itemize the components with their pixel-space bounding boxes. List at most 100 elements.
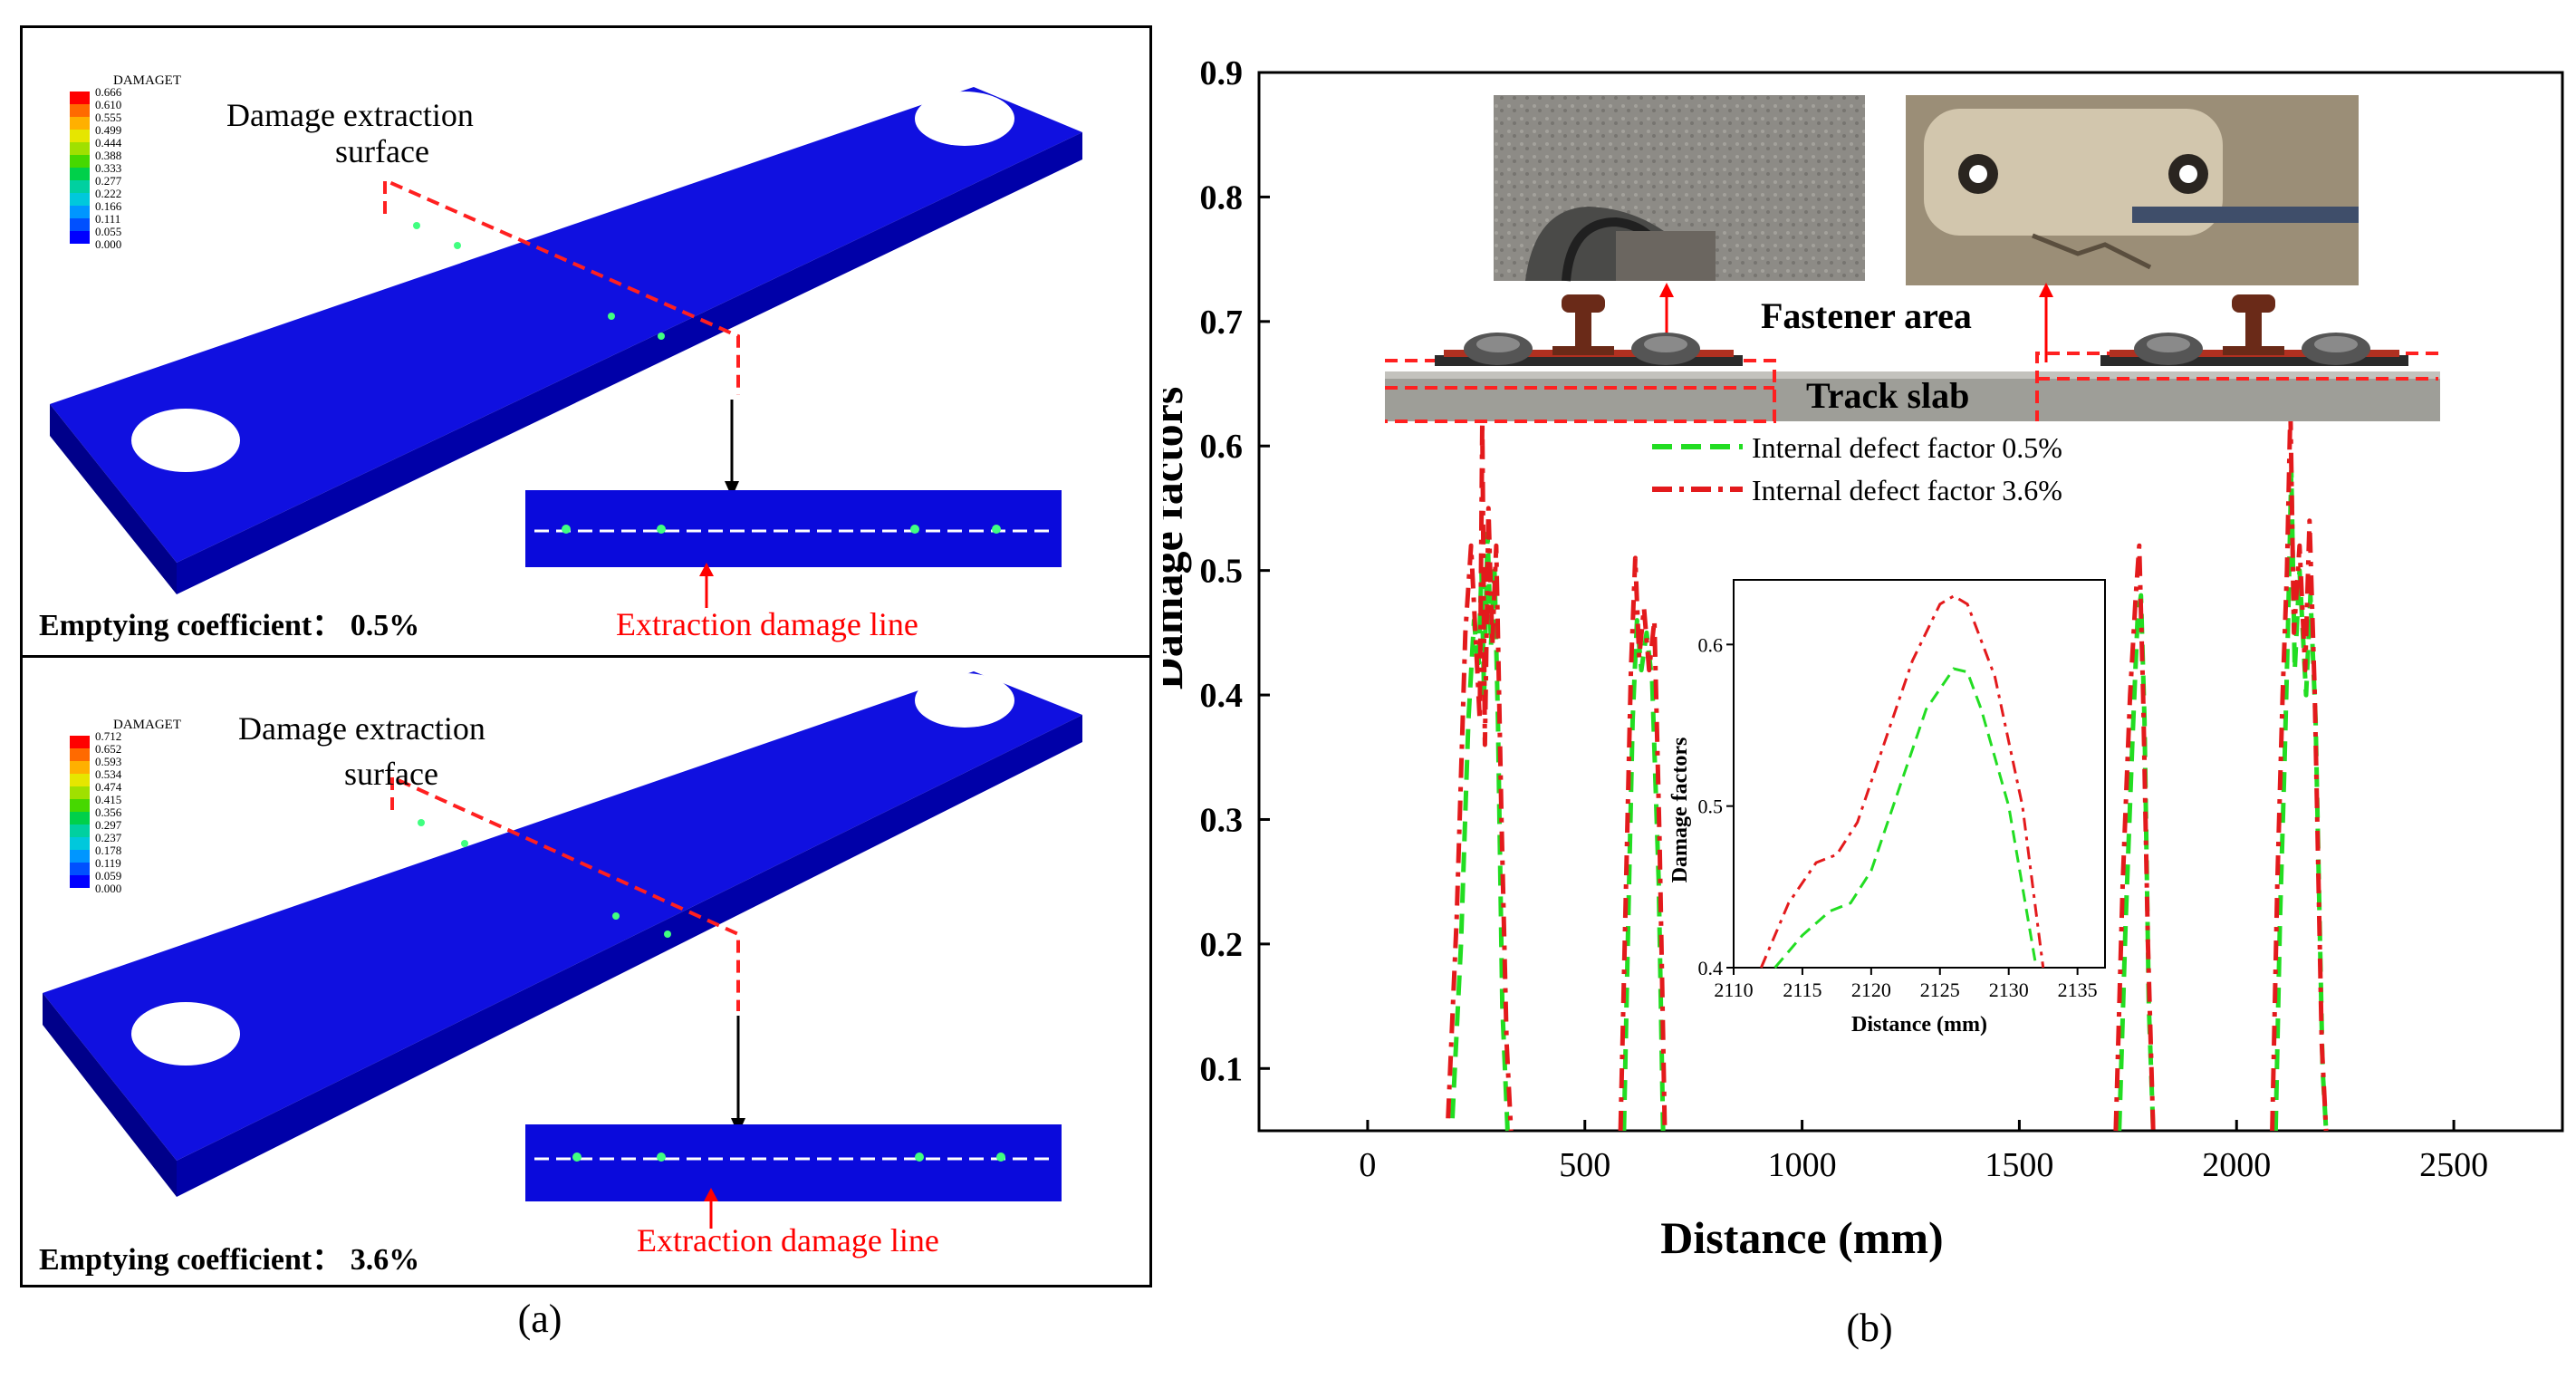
- surface-label: Damage extraction: [226, 97, 474, 133]
- damage-spots: [413, 222, 665, 340]
- legend-value: 0.166: [95, 199, 122, 213]
- legend-value: 0.000: [95, 237, 121, 251]
- legend-swatch: [70, 812, 90, 825]
- legend-value: 0.652: [95, 742, 121, 756]
- track-slab-schematic: Track slab: [1385, 294, 2440, 423]
- legend-value: 0.119: [95, 856, 121, 870]
- legend-swatch: [70, 206, 90, 218]
- slab-top-face: [43, 671, 1082, 1161]
- y-tick-label: 0.9: [1200, 54, 1244, 92]
- inset-series-line-1: [1760, 594, 2045, 969]
- damage-model-top: DAMAGET 0.6660.6100.5550.4990.4440.3880.…: [39, 73, 1082, 642]
- legend-swatch: [70, 130, 90, 142]
- inset-y-tick-label: 0.6: [1698, 633, 1724, 656]
- legend-swatch: [70, 193, 90, 206]
- series-line-1: [1618, 555, 1668, 1132]
- x-tick-label: 2500: [2419, 1146, 2488, 1184]
- legend-value: 0.415: [95, 793, 121, 806]
- surface-label: surface: [344, 756, 438, 792]
- series-line-1: [1446, 419, 1514, 1132]
- legend-value: 0.388: [95, 149, 121, 162]
- legend-swatch: [70, 774, 90, 786]
- plot-frame: [1257, 71, 2564, 1133]
- legend-swatch: [70, 218, 90, 231]
- emptying-coefficient-label: Emptying coefficient： 3.6%: [39, 1243, 419, 1277]
- inset-x-tick-label: 2120: [1851, 979, 1891, 1001]
- legend-value: 0.297: [95, 818, 122, 832]
- series-line-0: [1621, 618, 1666, 1132]
- legend-value: 0.593: [95, 755, 121, 768]
- surface-label: surface: [335, 133, 429, 169]
- inset-x-axis-label: Distance (mm): [1851, 1013, 1987, 1037]
- legend-swatch: [70, 168, 90, 180]
- x-tick-label: 2000: [2202, 1146, 2271, 1184]
- panel-b-caption: (b): [1846, 1306, 1892, 1350]
- legend-colorbar: 0.6660.6100.5550.4990.4440.3880.3330.277…: [70, 85, 122, 251]
- legend-swatch: [70, 837, 90, 850]
- legend-swatch: [70, 786, 90, 799]
- slab-notch: [131, 409, 240, 472]
- y-tick-label: 0.7: [1200, 304, 1244, 342]
- y-tick-label: 0.3: [1200, 801, 1244, 839]
- inset-y-tick-label: 0.5: [1698, 796, 1724, 818]
- inset-x-tick-label: 2110: [1714, 979, 1753, 1001]
- legend-value: 0.178: [95, 844, 121, 857]
- y-tick-label: 0.4: [1200, 677, 1244, 715]
- inset-frame: [1733, 579, 2106, 969]
- emptying-coefficient-label: Emptying coefficient： 0.5%: [39, 609, 419, 642]
- legend-swatch: [70, 825, 90, 837]
- slab-side-face: [177, 715, 1082, 1197]
- legend-swatch: [70, 863, 90, 875]
- extraction-line-label: Extraction damage line: [616, 606, 918, 642]
- legend-colorbar: 0.7120.6520.5930.5340.4740.4150.3560.297…: [70, 729, 122, 895]
- slab-front-face: [43, 993, 177, 1197]
- legend-value: 0.222: [95, 187, 121, 200]
- legend-swatch: [70, 155, 90, 168]
- legend-value: 0.712: [95, 729, 121, 743]
- legend-value: 0.356: [95, 805, 122, 819]
- panel-a-bottom: DAMAGET 0.712 0.652 0.593 0.534 0.474 0.415 0.…: [20, 655, 1152, 1287]
- legend-value: 0.666: [95, 85, 122, 99]
- y-tick-label: 0.2: [1200, 926, 1244, 964]
- extraction-strip: [525, 490, 1062, 567]
- panel-b-chart: 0 500 1000 1500 2000 2500 0.1 0.2 0.3 0.4 0.5 0.6 0.…: [1163, 54, 2564, 1350]
- legend-swatch: [70, 104, 90, 117]
- panel-a-top: DAMAGET 0.666 0.610 0.555 0.499 0.444 0.388 0.…: [20, 25, 1152, 658]
- x-tick-label: 0: [1359, 1146, 1376, 1184]
- legend-swatch: [70, 761, 90, 774]
- legend-swatch: [70, 142, 90, 155]
- slab-front-face: [50, 404, 177, 594]
- legend-entry-0: Internal defect factor 0.5%: [1752, 431, 2062, 464]
- slab-notch: [915, 92, 1014, 146]
- main-chart: 0 500 1000 1500 2000 2500 0.1 0.2 0.3 0.4 0.5 0.6 0.…: [1163, 54, 2564, 1263]
- inset-series-line-0: [1773, 667, 2038, 969]
- legend-swatch: [70, 875, 90, 888]
- legend-title: DAMAGET: [113, 73, 181, 88]
- y-tick-label: 0.6: [1200, 428, 1244, 466]
- legend-swatch: [70, 799, 90, 812]
- surface-label: Damage extraction: [238, 710, 485, 747]
- series-line-1: [2270, 406, 2329, 1132]
- extraction-surface-outline: [383, 177, 740, 395]
- damage-spots: [418, 819, 671, 938]
- y-tick-label: 0.1: [1200, 1050, 1244, 1088]
- chart-legend: Internal defect factor 0.5% Internal def…: [1652, 431, 2062, 506]
- y-axis-label: Damage factors: [1163, 387, 1192, 690]
- inset-x-tick-label: 2125: [1920, 979, 1960, 1001]
- legend-value: 0.277: [95, 174, 122, 188]
- legend-value: 0.499: [95, 123, 121, 137]
- panel-a-caption: (a): [517, 1297, 562, 1341]
- slab-side-face: [177, 132, 1082, 594]
- slab-top-face: [50, 87, 1082, 563]
- extraction-line-label: Extraction damage line: [637, 1222, 939, 1258]
- legend-swatch: [70, 180, 90, 193]
- legend-swatch: [70, 850, 90, 863]
- inset-chart: 2110 2115 2120 2125 2130 2135 0.4 0.5 0.6 Distanc…: [1668, 579, 2106, 1037]
- inset-y-tick-label: 0.4: [1698, 957, 1724, 979]
- rail-fastener-right: [2100, 294, 2408, 366]
- x-tick-label: 1000: [1768, 1146, 1837, 1184]
- legend-title: DAMAGET: [113, 718, 181, 732]
- inset-x-tick-label: 2130: [1989, 979, 2029, 1001]
- slab-notch: [131, 1002, 240, 1066]
- legend-value: 0.610: [95, 98, 121, 111]
